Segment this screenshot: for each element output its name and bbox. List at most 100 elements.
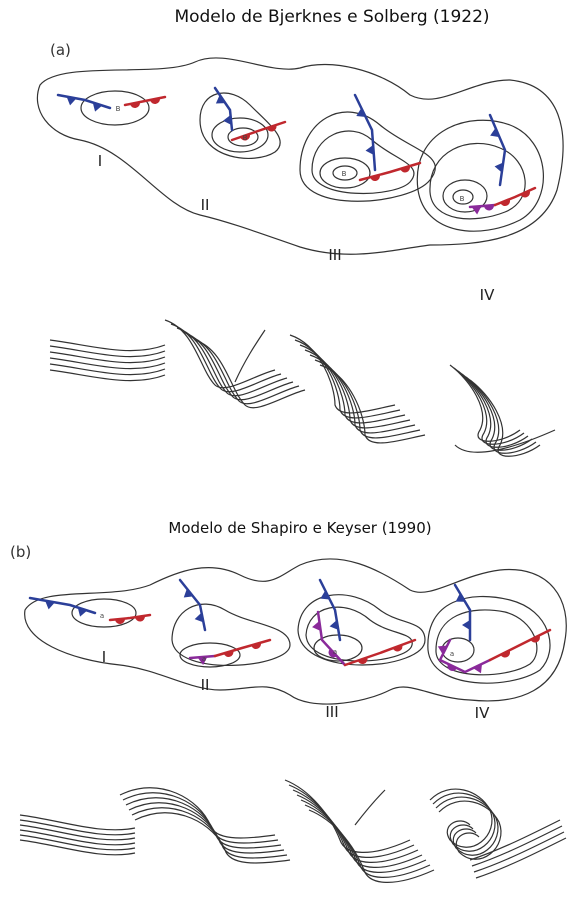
front-line [453,583,472,642]
front-symbol [520,190,530,198]
streamline [49,339,166,352]
front-symbol [400,166,410,173]
front-line [493,186,537,207]
streamline [471,825,563,867]
front-symbol [77,607,88,617]
stage-label: II [201,196,210,214]
streamline [19,834,136,851]
low-label: B [243,134,248,142]
front-symbol [365,145,374,155]
streamline [473,831,565,873]
streamline [308,809,435,883]
front-symbol [215,94,226,104]
front-symbol [500,650,510,658]
streamline [465,376,537,454]
front-symbol [471,206,482,215]
streamline [296,794,423,868]
low-label: a [333,648,337,656]
streamline [188,335,300,405]
front-symbol [251,642,261,649]
streamline [449,364,521,442]
front-line [28,596,97,615]
front-line [108,613,152,622]
front-symbol [320,590,330,600]
streamline [454,429,556,453]
front-symbol [500,199,510,207]
streamline [461,373,533,451]
fronts [28,86,552,674]
streamline [19,839,136,856]
front-symbol [328,648,337,658]
front-symbol [266,124,277,132]
isobars [24,558,567,705]
flow-sketches [19,319,567,883]
low-label: B [116,105,121,113]
front-symbol [437,645,448,655]
streamline [134,812,291,864]
front-symbol [240,133,251,141]
front-line [358,161,422,182]
streamline [438,800,502,860]
streamline [176,327,288,397]
streamline [194,339,306,409]
front-symbol [455,593,466,602]
streamline [432,792,496,852]
stage-label: III [325,703,338,721]
front-symbol [329,620,339,630]
front-symbol [130,102,140,108]
panel-label: (b) [10,543,31,561]
streamline [49,345,166,358]
streamline [457,370,529,448]
streamline [182,331,294,401]
front-line [213,638,272,658]
streamline [19,819,136,836]
streamline [49,351,166,364]
low-label: B [342,170,347,178]
streamline [19,824,136,841]
streamline [300,799,427,873]
panel-title: Modelo de Shapiro e Keyser (1990) [168,519,431,537]
front-symbol [92,102,103,112]
stage-label: II [201,676,210,694]
streamline [292,789,419,863]
streamline [453,367,525,445]
low-label: a [100,612,104,620]
low-label: B [460,195,465,203]
panel-title: Modelo de Bjerknes e Solberg (1922) [174,7,489,27]
low-label: a [450,650,454,658]
stage-label: I [98,152,102,170]
front-symbol [45,600,55,610]
front-symbol [194,612,204,623]
streamline [319,364,426,444]
front-line [353,93,377,172]
streamline [429,788,493,848]
front-symbol [197,656,208,665]
front-symbol [530,635,540,643]
front-symbol [357,657,368,664]
streamline [164,319,276,389]
front-line [488,628,552,662]
streamline [469,819,561,861]
front-symbol [312,621,321,631]
low-label: a [202,655,206,663]
front-symbol [370,174,380,181]
streamline [49,369,166,382]
stage-label: I [102,648,106,666]
streamline [288,784,415,858]
front-symbol [223,115,232,125]
streamline [125,797,282,849]
front-symbol [392,644,403,652]
front-symbol [135,615,145,622]
front-symbol [462,620,470,630]
front-symbol [223,650,234,657]
front-symbol [150,98,160,104]
streamline [19,829,136,846]
streamline [119,787,276,839]
streamline [128,802,285,854]
front-symbol [494,162,504,173]
front-symbol [447,663,458,671]
streamline [49,363,166,376]
streamline [354,789,386,826]
front-symbol [484,205,494,211]
